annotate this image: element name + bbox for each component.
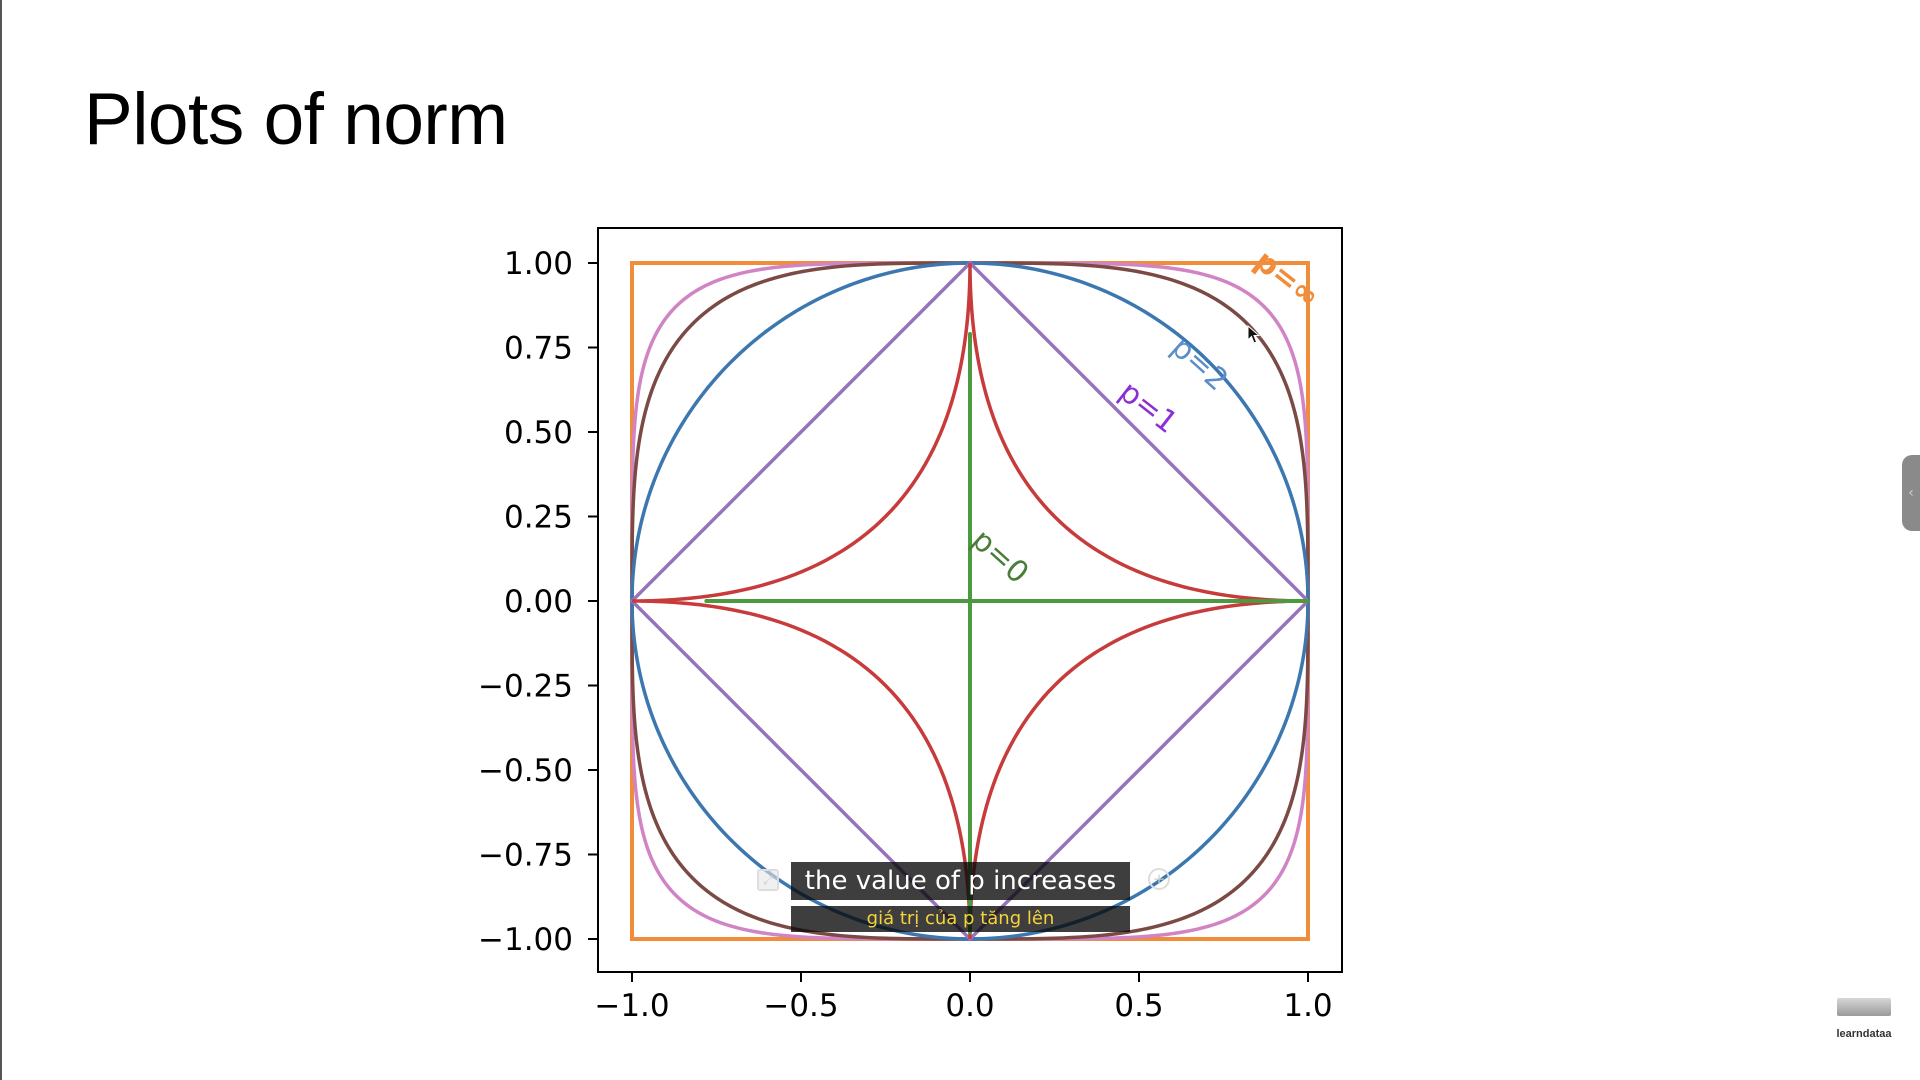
y-tick-label: −0.50 xyxy=(478,753,573,789)
x-tick-label: −1.0 xyxy=(594,988,669,1024)
series-label: p=1 xyxy=(1113,374,1184,441)
series-label: p=2 xyxy=(1164,330,1234,398)
watermark-logo: learndataa xyxy=(1834,998,1894,1040)
y-tick-label: 0.25 xyxy=(504,500,573,536)
y-axis: 1.00 0.75 0.50 0.25 0.00 −0.25 −0.50 −0.75 −1.00 xyxy=(478,246,598,958)
y-tick-label: 0.50 xyxy=(504,415,573,451)
y-tick-label: −1.00 xyxy=(478,922,573,958)
x-tick-label: 1.0 xyxy=(1283,988,1332,1024)
series-curve-p0 xyxy=(704,331,1310,935)
x-axis: −1.0 −0.5 0.0 0.5 1.0 xyxy=(594,972,1333,1024)
expand-icon[interactable]: ⤢ xyxy=(757,869,779,891)
y-tick-label: −0.25 xyxy=(478,669,573,705)
slide-title: Plots of norm xyxy=(84,79,508,160)
series-curve-p0_5 xyxy=(632,263,1308,939)
series-label: p=0 xyxy=(965,523,1035,591)
x-tick-label: 0.0 xyxy=(945,988,994,1024)
y-tick-label: 1.00 xyxy=(504,246,573,282)
x-tick-label: 0.5 xyxy=(1114,988,1163,1024)
watermark-text: learndataa xyxy=(1836,1028,1892,1040)
y-tick-label: 0.00 xyxy=(504,584,573,620)
series-labels: p=∞p=2p=1p=0 xyxy=(965,243,1326,591)
caption-line-vietnamese: giá trị của p tăng lên xyxy=(791,906,1130,932)
mouse-pointer-icon xyxy=(1247,325,1261,344)
curves-group xyxy=(629,260,1311,942)
y-tick-label: 0.75 xyxy=(504,331,573,367)
x-tick-label: −0.5 xyxy=(763,988,838,1024)
y-tick-label: −0.75 xyxy=(478,838,573,874)
caption-line-english: the value of p increases xyxy=(791,862,1130,900)
watermark-image xyxy=(1837,998,1891,1016)
add-circle-icon[interactable]: + xyxy=(1148,868,1170,890)
chevron-left-icon: ‹ xyxy=(1908,485,1914,501)
side-panel-toggle[interactable]: ‹ xyxy=(1902,455,1920,531)
window-edge xyxy=(0,0,2,1080)
